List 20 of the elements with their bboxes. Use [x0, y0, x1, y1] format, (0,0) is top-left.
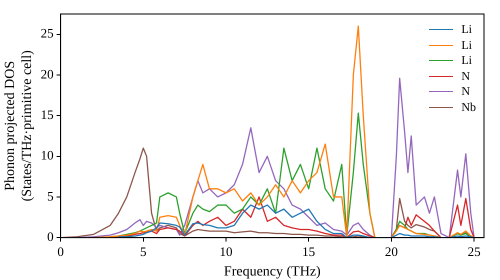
legend-label: N [461, 68, 470, 84]
legend-label: Nb [461, 100, 476, 115]
x-tick-label: 25 [468, 244, 481, 259]
legend-label: Li [461, 22, 472, 38]
legend-label: Li [461, 53, 472, 68]
x-tick-label: 20 [384, 244, 398, 259]
y-tick-label: 25 [40, 26, 54, 41]
y-tick-label: 10 [40, 148, 54, 163]
x-tick-label: 5 [140, 244, 147, 259]
x-tick-label: 10 [219, 244, 232, 259]
y-tick-label: 5 [47, 188, 54, 204]
x-tick-label: 0 [57, 244, 64, 259]
x-axis-title: Frequency (THz) [224, 264, 322, 280]
x-tick-label: 15 [302, 244, 316, 259]
legend-label: N [461, 84, 470, 100]
y-tick-label: 0 [47, 229, 54, 244]
y-tick-label: 20 [40, 66, 54, 82]
legend-label: Li [461, 38, 472, 53]
y-axis-title: Phonon projected DOS (States/THz·primitive cell) [3, 50, 35, 202]
y-tick-label: 15 [40, 107, 54, 122]
